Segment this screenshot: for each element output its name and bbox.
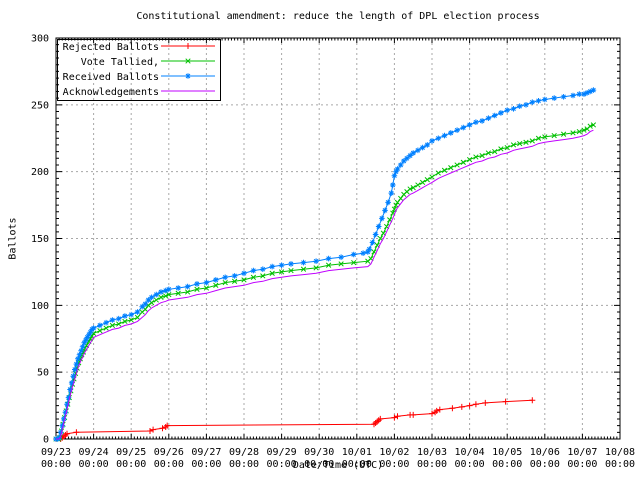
x-tick-label-date: 09/25 xyxy=(116,447,146,458)
y-axis-label: Ballots xyxy=(7,217,19,260)
x-tick-label-time: 00:00 xyxy=(229,459,259,470)
x-tick-label-time: 00:00 xyxy=(567,459,597,470)
x-tick-label-date: 10/01 xyxy=(342,447,372,458)
series-markers-rejected-ballots xyxy=(53,397,536,442)
x-tick-label-date: 10/08 xyxy=(605,447,635,458)
x-tick-label-time: 00:00 xyxy=(417,459,447,470)
legend-sample-marker xyxy=(185,73,191,79)
x-tick-label-date: 10/04 xyxy=(455,447,485,458)
x-tick-label-date: 09/24 xyxy=(79,447,109,458)
plot-border xyxy=(55,37,621,440)
x-tick-label-date: 10/02 xyxy=(379,447,409,458)
x-tick-label-date: 09/23 xyxy=(41,447,71,458)
y-tick-label: 0 xyxy=(43,435,49,446)
x-tick-label-time: 00:00 xyxy=(191,459,221,470)
x-tick-label-time: 00:00 xyxy=(79,459,109,470)
y-tick-label: 50 xyxy=(37,368,49,379)
x-tick-label-date: 09/27 xyxy=(191,447,221,458)
x-tick-label-date: 09/26 xyxy=(154,447,184,458)
y-tick-label: 100 xyxy=(31,301,49,312)
series-markers-vote-tallied- xyxy=(53,122,597,442)
legend-label-vote-tallied: Vote Tallied, xyxy=(80,57,159,68)
series-line-acknowledgements xyxy=(56,129,594,440)
series-markers-received-ballots xyxy=(53,87,597,442)
x-tick-label-date: 10/05 xyxy=(492,447,522,458)
series-line-rejected-ballots xyxy=(56,399,533,440)
legend: Rejected Ballots Vote Tallied, Received … xyxy=(57,39,221,101)
x-tick-label-date: 10/06 xyxy=(530,447,560,458)
x-tick-label-date: 09/28 xyxy=(229,447,259,458)
x-tick-label-time: 00:00 xyxy=(379,459,409,470)
x-tick-label-time: 00:00 xyxy=(304,459,334,470)
y-tick-label: 150 xyxy=(31,234,49,245)
x-tick-label-time: 00:00 xyxy=(342,459,372,470)
legend-label-received-ballots: Received Ballots xyxy=(62,72,159,83)
x-tick-label-date: 09/29 xyxy=(267,447,297,458)
y-tick-label: 200 xyxy=(31,167,49,178)
x-tick-label-time: 00:00 xyxy=(455,459,485,470)
legend-sample-marker xyxy=(185,43,191,49)
series-line-received-ballots xyxy=(56,89,594,440)
chart-title: Constitutional amendment: reduce the len… xyxy=(136,11,540,22)
legend-label-rejected-ballots: Rejected Ballots xyxy=(62,42,159,53)
y-tick-label: 300 xyxy=(31,34,49,45)
legend-label-acknowledgements: Acknowledgements xyxy=(62,87,159,98)
x-tick-label-time: 00:00 xyxy=(530,459,560,470)
x-tick-label-time: 00:00 xyxy=(41,459,71,470)
x-axis-label: Date/Time (UTC) xyxy=(292,460,384,471)
x-tick-label-time: 00:00 xyxy=(116,459,146,470)
y-tick-label: 250 xyxy=(31,100,49,111)
x-tick-label-time: 00:00 xyxy=(492,459,522,470)
x-tick-label-time: 00:00 xyxy=(154,459,184,470)
x-tick-label-time: 00:00 xyxy=(605,459,635,470)
x-tick-label-date: 10/07 xyxy=(567,447,597,458)
x-tick-label-date: 10/03 xyxy=(417,447,447,458)
legend-sample-marker xyxy=(185,58,191,64)
x-tick-label-date: 09/30 xyxy=(304,447,334,458)
x-tick-label-time: 00:00 xyxy=(267,459,297,470)
